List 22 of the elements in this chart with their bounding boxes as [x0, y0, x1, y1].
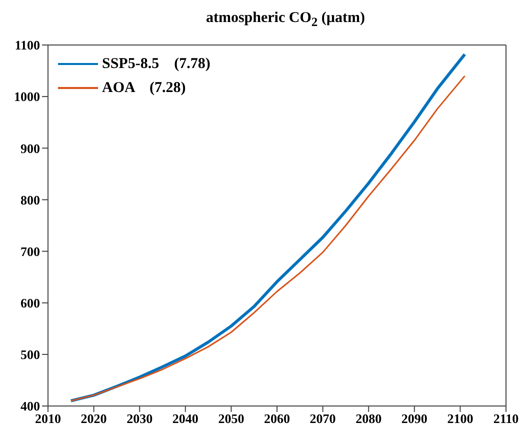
- legend-label: SSP5-8.5 (7.78): [102, 56, 210, 72]
- legend-label: AOA (7.28): [102, 80, 186, 96]
- x-tick-label: 2050: [218, 411, 244, 426]
- x-tick-label: 2020: [80, 411, 107, 426]
- y-tick-label: 800: [20, 192, 40, 208]
- y-tick-label: 700: [20, 244, 40, 259]
- x-tick-label: 2070: [310, 411, 336, 426]
- y-tick-label: 900: [20, 140, 40, 156]
- x-tick-label: 2080: [356, 411, 382, 426]
- y-tick-label: 1100: [14, 38, 40, 53]
- y-tick-label: 1000: [14, 89, 40, 104]
- x-tick-label: 2090: [401, 411, 428, 426]
- x-tick-label: 2040: [172, 411, 198, 426]
- x-tick-label: 2100: [447, 411, 474, 426]
- y-tick-label: 600: [20, 295, 40, 310]
- y-tick-label: 400: [20, 398, 40, 414]
- y-tick-label: 500: [20, 347, 40, 362]
- x-tick-label: 2010: [35, 411, 61, 426]
- chart-title: atmospheric CO$_{2}$ (µatm): [204, 10, 366, 30]
- x-tick-label: 2030: [126, 411, 153, 426]
- x-tick-label: 2060: [264, 411, 290, 426]
- x-tick-label: 2110: [493, 411, 519, 426]
